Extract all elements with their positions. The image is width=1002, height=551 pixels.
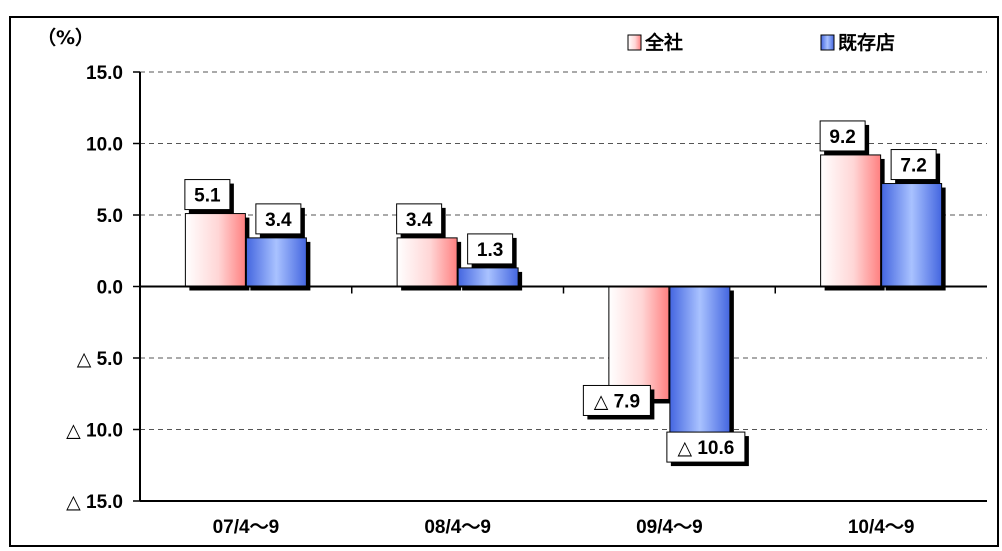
- bar: [396, 237, 458, 288]
- data-label: 1.3: [477, 240, 503, 261]
- bars: [184, 154, 946, 443]
- y-tick-label: 5.0: [97, 206, 123, 227]
- x-tick-label: 08/4～9: [424, 517, 491, 538]
- data-label: 7.2: [900, 156, 926, 177]
- data-label: 5.1: [194, 186, 221, 207]
- data-label: 3.4: [406, 210, 433, 231]
- bar: [457, 267, 519, 288]
- bar: [669, 286, 731, 439]
- legend-swatch: [627, 34, 642, 51]
- x-tick-labels: 07/4～9 08/4～9 09/4～9 10/4～9: [213, 517, 915, 538]
- bar: [820, 154, 882, 287]
- bar: [608, 286, 670, 400]
- y-tick-labels: 15.0 10.0 5.0 0.0 △ 5.0 △ 10.0 △ 15.0: [66, 63, 123, 513]
- data-label-box: [582, 384, 651, 416]
- legend-swatch: [820, 34, 835, 51]
- bar: [245, 237, 307, 288]
- data-label-box: [890, 149, 937, 181]
- y-tick-label: △ 5.0: [77, 349, 123, 370]
- x-tick-label: 09/4～9: [636, 517, 703, 538]
- data-label-box: [184, 179, 231, 211]
- axes: [133, 71, 987, 502]
- legend-label: 既存店: [838, 31, 895, 54]
- bar: [184, 213, 246, 288]
- data-label-box: [396, 203, 443, 235]
- y-tick-label: △ 10.0: [66, 421, 123, 442]
- bar-chart: （%） 全社 既存店 15.0 10.0 5.0 0.0 △ 5.0 △ 10.0 △ 15.…: [37, 26, 987, 538]
- data-label-box: [467, 233, 514, 265]
- data-label-box: [255, 203, 302, 235]
- data-label: △ 10.6: [677, 438, 734, 459]
- y-tick-label: △ 15.0: [66, 492, 123, 513]
- bar: [881, 183, 943, 287]
- chart-frame: （%） 全社 既存店 15.0 10.0 5.0 0.0 △ 5.0 △ 10.0 △ 15.…: [9, 16, 999, 547]
- x-tick-label: 07/4～9: [213, 517, 280, 538]
- unit-label: （%）: [37, 26, 94, 49]
- data-label-box: [819, 120, 866, 152]
- data-labels: 5.1 3.4 3.4 1.3 △ 7.9 △ 10.6 9.2 7.2: [184, 120, 941, 467]
- data-label: 3.4: [265, 210, 292, 231]
- x-tick-label: 10/4～9: [848, 517, 915, 538]
- y-tick-label: 10.0: [86, 135, 123, 156]
- legend: 全社 既存店: [627, 31, 895, 54]
- data-label: 9.2: [829, 127, 855, 148]
- y-tick-label: 15.0: [86, 63, 123, 84]
- y-tick-label: 0.0: [97, 278, 123, 299]
- legend-label: 全社: [644, 31, 683, 54]
- data-label-box: [666, 431, 746, 463]
- data-label: △ 7.9: [594, 391, 640, 412]
